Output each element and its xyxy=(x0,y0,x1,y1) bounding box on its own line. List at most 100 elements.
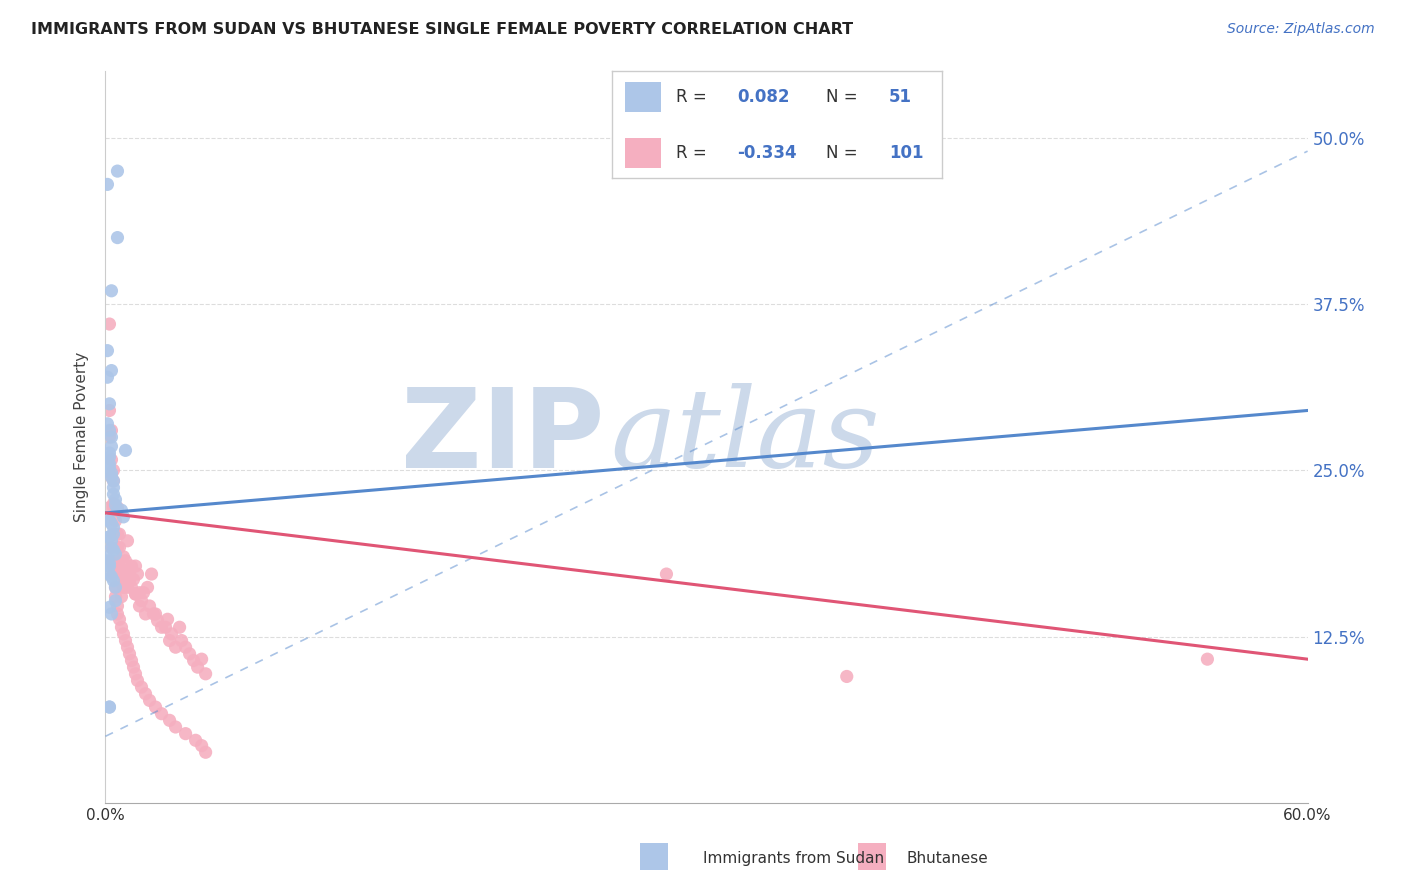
Point xyxy=(165,640,187,655)
Point xyxy=(96,178,118,192)
Point xyxy=(183,653,205,667)
Point xyxy=(104,547,127,561)
Point xyxy=(96,554,118,568)
Point xyxy=(121,653,143,667)
Point xyxy=(107,500,129,515)
Point xyxy=(124,559,146,574)
Point xyxy=(122,573,145,587)
Point xyxy=(145,700,167,714)
Point xyxy=(98,557,121,571)
Point xyxy=(96,549,118,564)
Point xyxy=(98,450,121,464)
Point xyxy=(100,363,122,377)
Point xyxy=(128,585,150,599)
Point xyxy=(118,567,141,582)
Point xyxy=(98,514,121,528)
Point xyxy=(98,317,121,331)
Point xyxy=(104,498,127,512)
Text: Source: ZipAtlas.com: Source: ZipAtlas.com xyxy=(1227,22,1375,37)
Point xyxy=(160,627,183,641)
Point xyxy=(104,557,127,571)
Point xyxy=(159,633,181,648)
Point xyxy=(100,541,122,555)
Point xyxy=(103,497,125,511)
Point xyxy=(104,580,127,594)
Point xyxy=(103,474,125,488)
Point xyxy=(135,607,157,621)
Point xyxy=(107,230,129,244)
Point xyxy=(142,607,165,621)
Point xyxy=(174,726,197,740)
Point xyxy=(98,700,121,714)
Point xyxy=(194,745,217,759)
Point xyxy=(108,541,131,555)
Text: atlas: atlas xyxy=(610,384,880,491)
Point xyxy=(114,567,136,582)
Point xyxy=(100,554,122,568)
Point xyxy=(108,612,131,626)
Point xyxy=(103,574,125,588)
Point xyxy=(103,543,125,558)
Text: Immigrants from Sudan: Immigrants from Sudan xyxy=(703,851,884,865)
Point xyxy=(98,460,121,475)
Point xyxy=(118,647,141,661)
Point xyxy=(103,520,125,534)
Point xyxy=(110,620,132,634)
Point xyxy=(110,503,132,517)
Point xyxy=(107,527,129,541)
Point xyxy=(108,527,131,541)
Point xyxy=(112,580,135,594)
Point xyxy=(179,647,201,661)
Point xyxy=(104,514,127,528)
Point xyxy=(103,487,125,501)
Point xyxy=(110,563,132,577)
Point xyxy=(121,559,143,574)
Point xyxy=(136,580,159,594)
Point xyxy=(117,533,139,548)
Point xyxy=(190,739,212,753)
Point xyxy=(104,492,127,507)
Point xyxy=(141,567,163,582)
Point xyxy=(131,680,153,694)
Point xyxy=(124,587,146,601)
Point xyxy=(100,466,122,480)
Point xyxy=(98,567,121,582)
Point xyxy=(107,541,129,555)
Point xyxy=(96,343,118,358)
Point xyxy=(100,284,122,298)
Point xyxy=(100,430,122,444)
Text: IMMIGRANTS FROM SUDAN VS BHUTANESE SINGLE FEMALE POVERTY CORRELATION CHART: IMMIGRANTS FROM SUDAN VS BHUTANESE SINGL… xyxy=(31,22,853,37)
Text: R =: R = xyxy=(676,144,707,161)
Point xyxy=(150,620,173,634)
Point xyxy=(127,673,149,688)
Point xyxy=(100,607,122,621)
Point xyxy=(122,660,145,674)
Point xyxy=(124,587,146,601)
Point xyxy=(100,470,122,484)
Point xyxy=(135,687,157,701)
Point xyxy=(104,580,127,594)
Point xyxy=(98,457,121,471)
Point xyxy=(103,527,125,541)
Point xyxy=(117,640,139,655)
Point xyxy=(146,614,169,628)
Point xyxy=(655,567,678,582)
Point xyxy=(98,397,121,411)
Point xyxy=(100,541,122,555)
Point xyxy=(194,666,217,681)
Point xyxy=(96,370,118,384)
Point xyxy=(128,599,150,613)
Point xyxy=(117,580,139,594)
Point xyxy=(103,474,125,488)
Point xyxy=(112,509,135,524)
Point xyxy=(165,720,187,734)
Point xyxy=(190,652,212,666)
Point xyxy=(107,607,129,621)
Point xyxy=(156,612,179,626)
Point xyxy=(150,706,173,721)
Point xyxy=(127,567,149,582)
Point xyxy=(108,554,131,568)
Point xyxy=(98,446,121,460)
Point xyxy=(110,576,132,591)
Text: 51: 51 xyxy=(889,88,912,106)
